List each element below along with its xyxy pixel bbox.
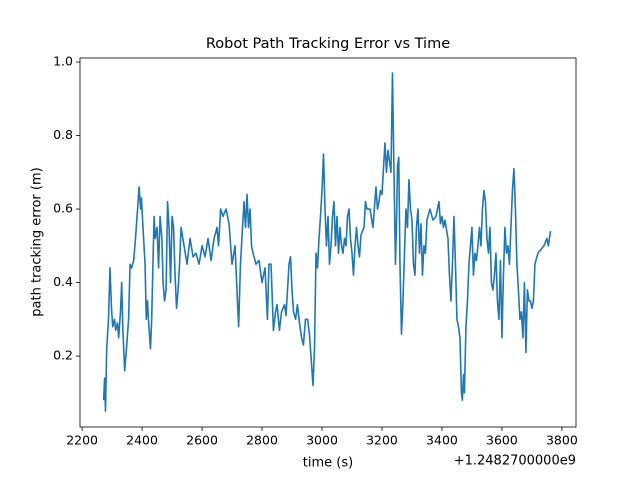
plot-frame xyxy=(79,57,577,428)
data-line xyxy=(102,72,552,412)
y-tick-label: 1.0 xyxy=(53,54,73,69)
y-tick-label: 0.8 xyxy=(53,127,73,142)
y-tick-label: 0.2 xyxy=(53,348,73,363)
y-tick-label: 0.6 xyxy=(53,201,73,216)
x-offset-text: +1.2482700000e9 xyxy=(454,454,576,469)
x-tick-label: 3000 xyxy=(306,433,338,448)
x-tick-label: 3200 xyxy=(366,433,398,448)
x-tick-label: 2600 xyxy=(186,433,218,448)
x-axis-label: time (s) xyxy=(303,456,353,471)
x-tick-label: 2400 xyxy=(126,433,158,448)
y-axis-label: path tracking error (m) xyxy=(30,167,45,316)
x-tick-label: 3600 xyxy=(486,433,518,448)
x-tick-label: 2800 xyxy=(246,433,278,448)
y-tick-label: 0.4 xyxy=(53,274,73,289)
x-tick-label: 3400 xyxy=(426,433,458,448)
x-tick-label: 3800 xyxy=(546,433,578,448)
chart-title: Robot Path Tracking Error vs Time xyxy=(206,36,450,52)
x-tick-label: 2200 xyxy=(66,433,98,448)
